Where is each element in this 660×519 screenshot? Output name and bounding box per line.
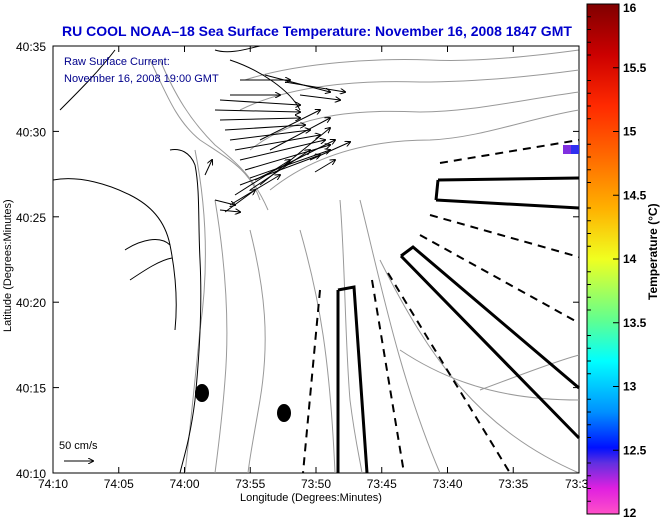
x-tick-label: 74:00 bbox=[170, 477, 200, 491]
colorbar-tick-label: 14 bbox=[623, 252, 637, 266]
y-tick-label: 40:30 bbox=[16, 125, 46, 139]
y-axis: 40:35 40:30 40:25 40:20 40:15 40:10 bbox=[16, 40, 579, 481]
buoy-marker bbox=[195, 384, 209, 402]
y-tick-label: 40:35 bbox=[16, 40, 46, 54]
x-axis: 74:10 74:05 74:00 73:55 73:50 73:45 73:40 73:35… bbox=[38, 46, 589, 491]
x-tick-label: 73:3 bbox=[565, 477, 589, 491]
colorbar: 16 15.5 15 14.5 14 13.5 13 12.5 12 Temperature (… bbox=[586, 1, 660, 519]
colorbar-tick-label: 13 bbox=[623, 380, 637, 394]
sst-pixel-patch-purple bbox=[563, 145, 571, 154]
x-axis-label: Longitude (Degrees:Minutes) bbox=[240, 492, 382, 504]
colorbar-tick-label: 12.5 bbox=[623, 443, 647, 457]
annotation-line-2: November 16, 2008 19:00 GMT bbox=[64, 73, 219, 85]
colorbar-tick-label: 12 bbox=[623, 506, 637, 519]
y-axis-label: Latitude (Degrees:Minutes) bbox=[2, 199, 14, 332]
colorbar-tick-label: 16 bbox=[623, 1, 637, 15]
y-tick-label: 40:10 bbox=[16, 467, 46, 481]
colorbar-tick-label: 15 bbox=[623, 125, 637, 139]
x-tick-label: 73:45 bbox=[367, 477, 397, 491]
y-tick-label: 40:25 bbox=[16, 211, 46, 225]
annotation-line-1: Raw Surface Current: bbox=[64, 56, 170, 68]
y-tick-label: 40:20 bbox=[16, 296, 46, 310]
x-tick-label: 73:55 bbox=[235, 477, 265, 491]
bathymetry-contours bbox=[149, 49, 580, 474]
x-tick-label: 73:40 bbox=[433, 477, 463, 491]
y-tick-label: 40:15 bbox=[16, 382, 46, 396]
figure-title: RU COOL NOAA–18 Sea Surface Temperature:… bbox=[62, 23, 572, 39]
x-tick-label: 73:50 bbox=[301, 477, 331, 491]
scale-arrow-label: 50 cm/s bbox=[59, 440, 98, 452]
plot-area: Raw Surface Current: November 16, 2008 1… bbox=[52, 45, 581, 474]
colorbar-tick-label: 15.5 bbox=[623, 61, 647, 75]
x-tick-label: 74:10 bbox=[38, 477, 68, 491]
colorbar-tick-label: 14.5 bbox=[623, 188, 647, 202]
buoy-marker bbox=[277, 404, 291, 422]
colorbar-label: Temperature (°C) bbox=[646, 203, 660, 300]
x-tick-label: 74:05 bbox=[104, 477, 134, 491]
sampling-lines bbox=[302, 139, 581, 474]
surface-current-vectors bbox=[204, 74, 350, 212]
colorbar-tick-label: 13.5 bbox=[623, 316, 647, 330]
x-tick-label: 73:35 bbox=[498, 477, 528, 491]
